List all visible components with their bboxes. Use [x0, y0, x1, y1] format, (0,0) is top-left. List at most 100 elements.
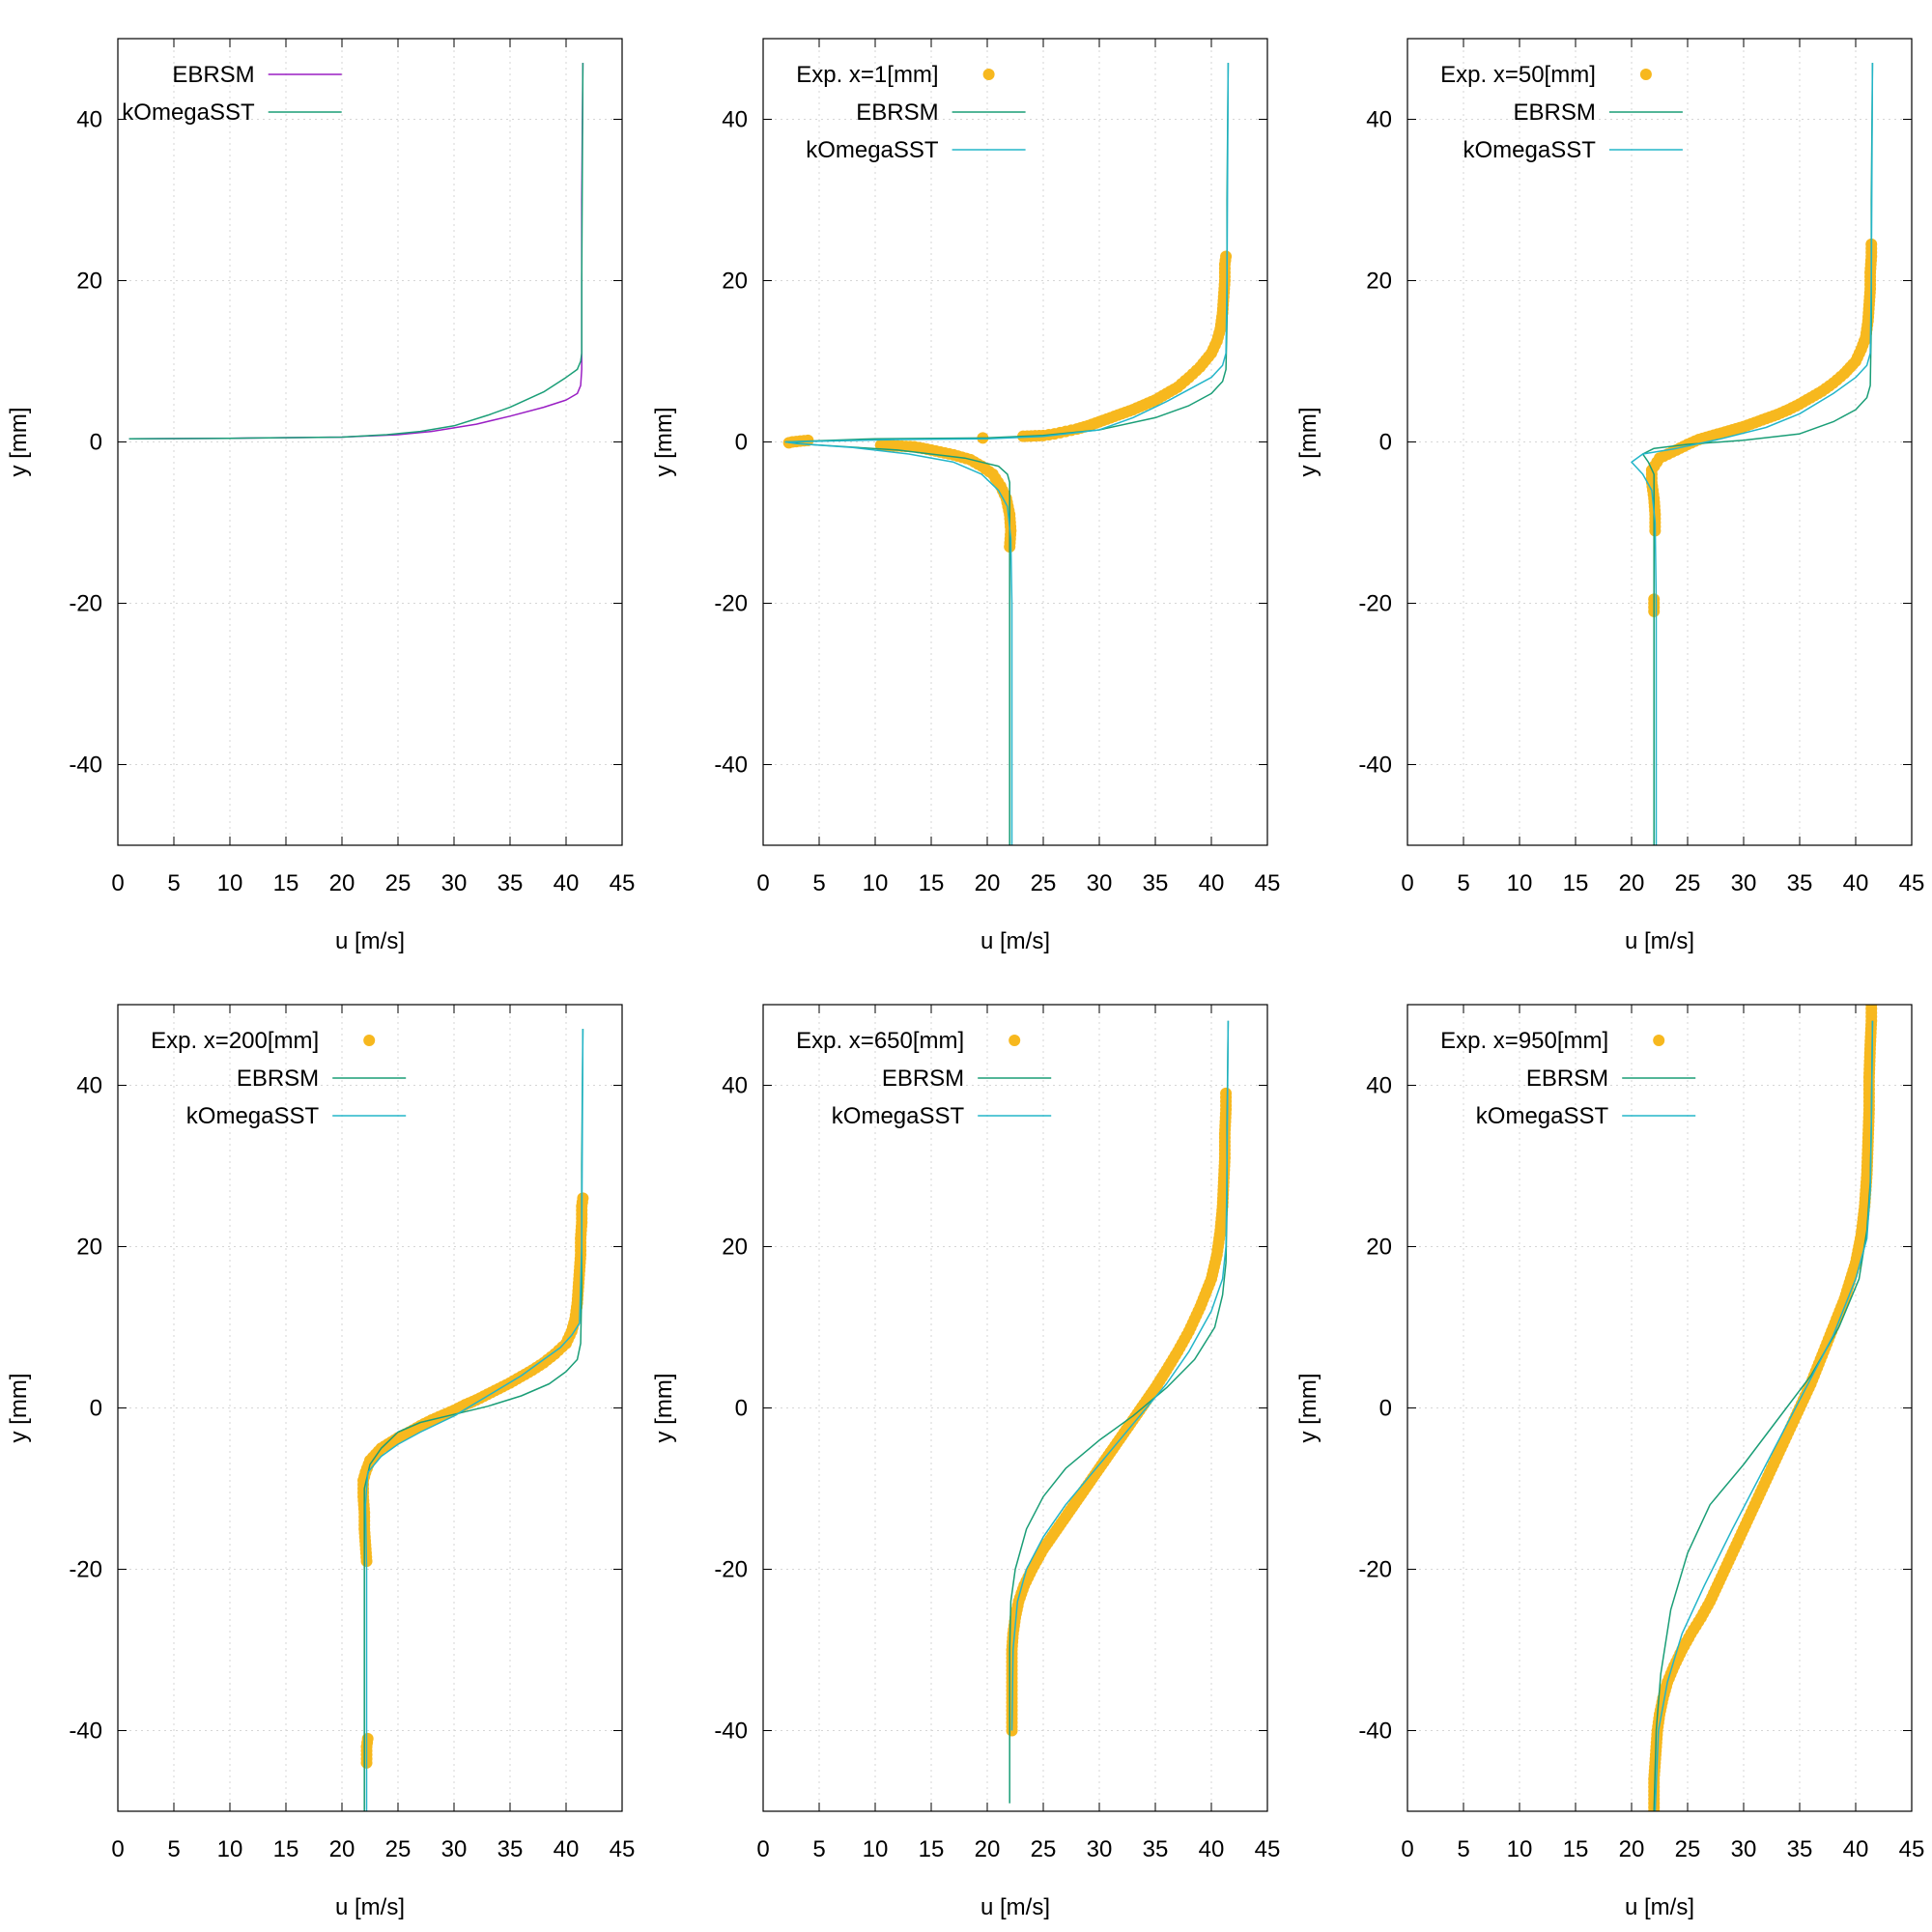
chart-3-ytick-label-3: 20 [1366, 269, 1392, 295]
chart-6-xtick-label-9: 45 [1899, 1836, 1925, 1862]
chart-6-legend-swatch-1 [1653, 1035, 1665, 1046]
chart-2-series-1-point-3 [802, 434, 814, 446]
chart-6-ytick-label-2: 0 [1379, 1396, 1392, 1422]
chart-2-legend-label-2: EBRSM [856, 99, 938, 126]
chart-2-ytick-label-0: -40 [714, 753, 748, 779]
chart-6-xtick-label-5: 25 [1675, 1836, 1701, 1862]
chart-5-ytick-label-0: -40 [714, 1719, 748, 1745]
chart-4-ytick-label-4: 40 [76, 1073, 102, 1099]
chart-4-plot-area [357, 1029, 589, 1811]
chart-1-xtick-label-1: 5 [167, 870, 180, 896]
chart-3: 0 5 10 15 20 25 30 35 40 45 -40 -20 0 20 40 u [m/s] y [m… [1295, 38, 1924, 954]
chart-1-xtick-label-6: 30 [441, 870, 468, 896]
chart-2-ytick-label-2: 0 [735, 430, 748, 456]
chart-6-legend-label-1: Exp. x=950[mm] [1440, 1028, 1608, 1054]
chart-3-xtick-label-5: 25 [1675, 870, 1701, 896]
chart-4-xtick-label-1: 5 [167, 1836, 180, 1862]
chart-6-ytick-label-0: -40 [1358, 1719, 1392, 1745]
chart-3-series-2-line [1641, 63, 1874, 845]
chart-2-xtick-label-3: 15 [919, 870, 945, 896]
chart-2-xtick-label-4: 20 [975, 870, 1001, 896]
chart-2-series-2-line [784, 63, 1230, 845]
chart-5-legend: Exp. x=650[mm] EBRSM kOmegaSST [796, 1028, 1052, 1129]
chart-3-legend-label-3: kOmegaSST [1463, 137, 1597, 163]
chart-6-xtick-label-2: 10 [1507, 1836, 1533, 1862]
chart-5-series-1-point-35 [1220, 1087, 1233, 1099]
chart-6-xtick-label-8: 40 [1843, 1836, 1869, 1862]
chart-3-ytick-label-1: -20 [1358, 591, 1392, 617]
chart-2-xtick-label-9: 45 [1255, 870, 1281, 896]
chart-1-ylabel: y [mm] [6, 408, 32, 477]
chart-2-plot-area [782, 63, 1233, 845]
chart-2: 0 5 10 15 20 25 30 35 40 45 -40 -20 0 20 40 u [m/s] y [m… [651, 38, 1281, 954]
chart-3-legend: Exp. x=50[mm] EBRSM kOmegaSST [1440, 62, 1683, 163]
chart-6-xtick-label-7: 35 [1787, 1836, 1813, 1862]
chart-4-xtick-label-2: 10 [217, 1836, 243, 1862]
chart-3-legend-label-1: Exp. x=50[mm] [1440, 62, 1596, 88]
chart-4-ylabel: y [mm] [6, 1374, 32, 1443]
chart-4-ytick-label-2: 0 [90, 1396, 102, 1422]
chart-5-ytick-label-2: 0 [735, 1396, 748, 1422]
chart-4-legend: Exp. x=200[mm] EBRSM kOmegaSST [151, 1028, 407, 1129]
chart-4-ytick-label-3: 20 [76, 1235, 102, 1261]
chart-5-xlabel: u [m/s] [980, 1894, 1050, 1920]
chart-3-xlabel: u [m/s] [1625, 928, 1694, 954]
chart-2-series-1-point-40 [1220, 250, 1233, 263]
chart-4-legend-swatch-1 [363, 1035, 376, 1046]
chart-4-xtick-label-7: 35 [497, 1836, 524, 1862]
chart-4-series-1 [357, 1192, 589, 1769]
chart-3-xtick-label-8: 40 [1843, 870, 1869, 896]
chart-2-legend-label-1: Exp. x=1[mm] [796, 62, 938, 88]
chart-2-xtick-label-1: 5 [812, 870, 825, 896]
chart-4-xtick-label-3: 15 [273, 1836, 299, 1862]
chart-6-xtick-label-4: 20 [1619, 1836, 1645, 1862]
chart-4-legend-label-3: kOmegaSST [186, 1103, 320, 1129]
chart-3-plot-area [1631, 63, 1878, 845]
chart-2-ytick-label-1: -20 [714, 591, 748, 617]
chart-2-ytick-label-3: 20 [722, 269, 748, 295]
chart-4-legend-label-2: EBRSM [237, 1065, 319, 1092]
chart-1-series-2-line [128, 63, 584, 440]
chart-5-xtick-label-4: 20 [975, 1836, 1001, 1862]
chart-4-xtick-label-5: 25 [385, 1836, 412, 1862]
chart-2-xtick-label-2: 10 [863, 870, 889, 896]
chart-2-series-3-line [784, 63, 1230, 845]
chart-2-legend: Exp. x=1[mm] EBRSM kOmegaSST [796, 62, 1026, 163]
chart-5-legend-label-1: Exp. x=650[mm] [796, 1028, 964, 1054]
chart-1-legend: EBRSM kOmegaSST [122, 62, 342, 126]
chart-5-series-1 [1006, 1087, 1233, 1737]
chart-6-ytick-label-3: 20 [1366, 1235, 1392, 1261]
chart-3-ytick-label-2: 0 [1379, 430, 1392, 456]
chart-3-xtick-label-4: 20 [1619, 870, 1645, 896]
chart-4-legend-label-1: Exp. x=200[mm] [151, 1028, 319, 1054]
chart-5-xtick-label-6: 30 [1087, 1836, 1113, 1862]
chart-6-ylabel: y [mm] [1295, 1374, 1321, 1443]
chart-2-xtick-label-8: 40 [1199, 870, 1225, 896]
chart-2-xtick-label-5: 25 [1031, 870, 1057, 896]
chart-4-xtick-label-4: 20 [329, 1836, 355, 1862]
chart-6-series-1-point-36 [1865, 1005, 1878, 1010]
chart-6-xlabel: u [m/s] [1625, 1894, 1694, 1920]
chart-3-ytick-label-0: -40 [1358, 753, 1392, 779]
chart-3-legend-label-2: EBRSM [1514, 99, 1596, 126]
chart-1-xtick-label-0: 0 [111, 870, 124, 896]
chart-4-series-2-line [363, 1029, 584, 1811]
chart-6-legend: Exp. x=950[mm] EBRSM kOmegaSST [1440, 1028, 1696, 1129]
chart-1-legend-label-2: kOmegaSST [122, 99, 255, 126]
chart-1-xtick-label-3: 15 [273, 870, 299, 896]
chart-6-ytick-label-4: 40 [1366, 1073, 1392, 1099]
chart-5-xtick-label-0: 0 [756, 1836, 769, 1862]
chart-1-xtick-label-9: 45 [610, 870, 636, 896]
chart-5-ytick-label-1: -20 [714, 1557, 748, 1583]
chart-1-ytick-label-3: 20 [76, 269, 102, 295]
chart-4-xtick-label-9: 45 [610, 1836, 636, 1862]
chart-1-xtick-label-7: 35 [497, 870, 524, 896]
chart-6-legend-label-3: kOmegaSST [1476, 1103, 1609, 1129]
chart-5-ytick-label-4: 40 [722, 1073, 748, 1099]
chart-4-series-1-point-39 [577, 1192, 589, 1205]
chart-2-legend-swatch-1 [982, 69, 995, 80]
chart-3-xtick-label-0: 0 [1401, 870, 1413, 896]
chart-3-xtick-label-6: 30 [1731, 870, 1757, 896]
chart-1: 0 5 10 15 20 25 30 35 40 45 -40 -20 0 20 40 u [m/s] y [m… [6, 38, 636, 954]
